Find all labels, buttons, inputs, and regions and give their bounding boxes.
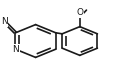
Text: O: O [76, 8, 83, 17]
Text: N: N [12, 45, 19, 54]
Text: N: N [1, 17, 7, 26]
